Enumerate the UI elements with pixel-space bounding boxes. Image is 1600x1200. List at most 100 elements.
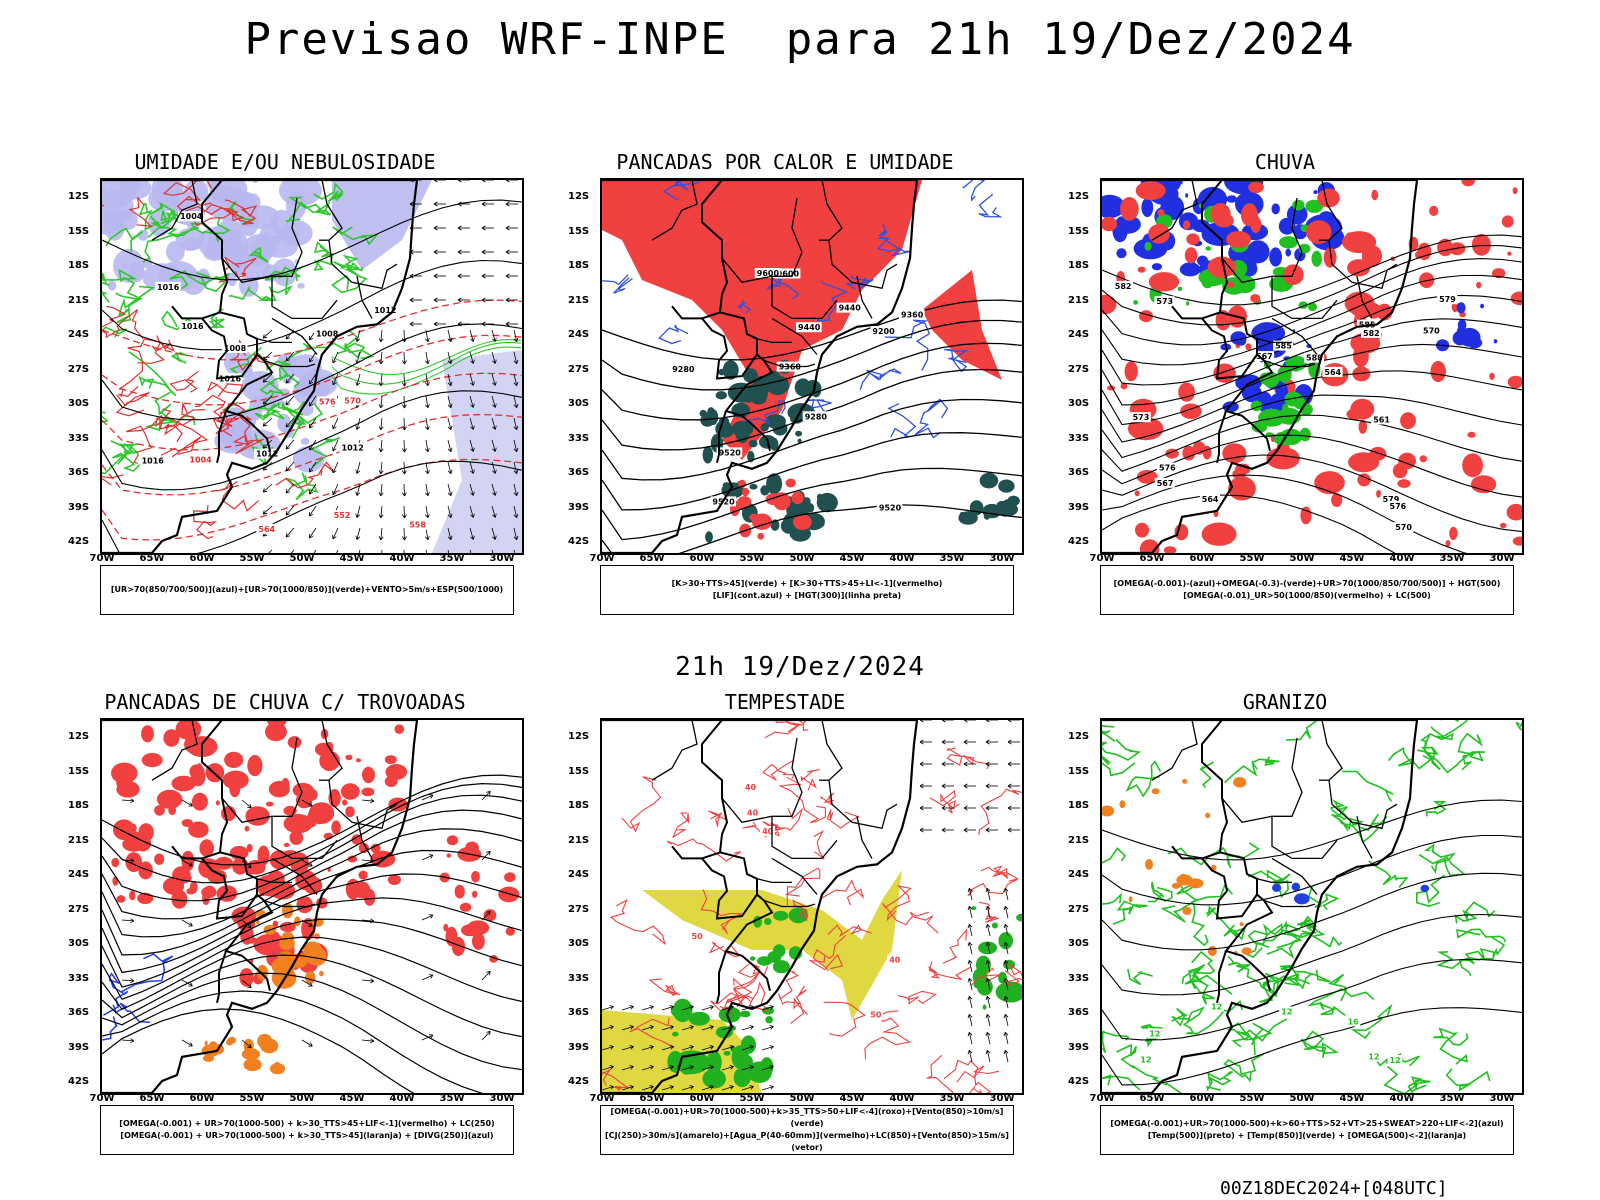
omega-fill-green (1292, 199, 1305, 211)
streamline-arrow (370, 858, 375, 864)
streamline-arrow (428, 914, 434, 919)
streamline-arrow (188, 1042, 193, 1047)
storm-shower-fill-red (289, 830, 304, 845)
wind-arrow (505, 297, 510, 303)
wind850-fill-green (978, 941, 998, 955)
temp850-contour-green (1422, 746, 1485, 774)
rain-fill-red (1445, 540, 1451, 547)
temp850-contour-green (1102, 1030, 1130, 1054)
streamline-arrow (421, 794, 434, 801)
lon-tick-label: 45W (339, 1093, 365, 1104)
wind-arrow (513, 403, 519, 408)
lon-tick-label: 65W (639, 553, 665, 564)
wind-vector (709, 1005, 714, 1010)
panel-legend: [OMEGA(-0.001) + UR>70(1000-500) + k>30_… (100, 1105, 514, 1155)
wind-arrow (433, 321, 438, 327)
wind-vector (967, 906, 973, 911)
storm-shower-fill-orange (257, 1033, 273, 1049)
streamline-arrow (481, 791, 491, 801)
lat-tick-label: 15S (1068, 225, 1090, 237)
lat-tick-label: 18S (1068, 800, 1090, 811)
rain-fill-red (1510, 291, 1522, 306)
state-border (821, 180, 898, 290)
wind850-fill-green (723, 1050, 731, 1056)
storm-shower-fill-red (472, 890, 478, 898)
lon-tick-label: 40W (389, 1093, 415, 1104)
wind-arrow (470, 535, 475, 540)
green-humidity-contour (102, 281, 110, 303)
precip-water-contour-red (808, 953, 844, 971)
run-info: 00Z18DEC2024+[048UTC] (1220, 1178, 1448, 1199)
pressure-contour-black (102, 323, 522, 421)
lifted-index-contour (658, 324, 689, 345)
wind-arrow (380, 329, 383, 342)
contour-label-bg (796, 322, 822, 333)
wind-vector (689, 1065, 694, 1070)
contour-label-bg (221, 343, 248, 353)
contour-label-bg (1154, 477, 1175, 488)
heat-shower-fill-green (969, 500, 984, 516)
precip-water-contour-red (813, 829, 825, 860)
contour-label-bg (1279, 1006, 1294, 1017)
wind850-fill-green (971, 906, 977, 911)
temp850-contour-green (1342, 770, 1394, 802)
lat-tick-label: 21S (568, 294, 590, 306)
precip-water-contour-red (820, 792, 835, 806)
thickness-contour-red (102, 413, 522, 496)
contour-label-bg (670, 364, 696, 374)
contour-label-bg (339, 442, 366, 453)
contour-label-bg (802, 411, 829, 422)
lat-tick-label: 12S (1068, 191, 1090, 202)
lifted-index-contour (613, 277, 633, 294)
wind-arrow (433, 225, 438, 231)
temp850-contour-green (1223, 1053, 1265, 1083)
panel-legend: [OMEGA(-0.001)+UR>70(1000-500)+k>60+TTS>… (1100, 1105, 1514, 1155)
wind-arrow (447, 417, 452, 430)
wind-arrow (505, 321, 510, 327)
wind-arrow (447, 513, 453, 518)
contour-label: 1004 (189, 455, 212, 464)
wind-arrow (262, 483, 273, 493)
streamline-arrow (247, 863, 252, 869)
streamline-arrow (121, 979, 135, 982)
lat-tick-label: 39S (1068, 501, 1090, 513)
wind-vector (609, 1065, 614, 1070)
lat-tick-label: 30S (568, 398, 590, 409)
wind-vector (1007, 805, 1012, 811)
rain-fill-red (1361, 245, 1382, 268)
humidity-fill-blue (133, 180, 142, 191)
lat-tick-label: 33S (568, 972, 590, 984)
heat-shower-fill-red (602, 180, 922, 460)
hail-fill-blue (1420, 884, 1430, 893)
divergence-contour-blue (102, 1016, 118, 1041)
wind-arrow (268, 549, 273, 553)
thickness-contour-red (102, 299, 522, 361)
omega-fill-blue (1271, 203, 1280, 215)
state-border (356, 276, 373, 319)
contour-label-bg (1157, 462, 1178, 473)
state-border (356, 816, 373, 859)
wind-arrow (285, 401, 291, 406)
rain-fill-red (1437, 238, 1454, 257)
temp850-contour-green (1279, 964, 1331, 990)
streamline-250 (102, 1008, 415, 1093)
contour-label: 9600 (757, 269, 780, 278)
streamline-arrow (361, 799, 374, 802)
wind-vector (941, 805, 946, 811)
rain-fill-red (1507, 251, 1512, 256)
state-border (651, 720, 698, 781)
wind-vector (749, 1065, 754, 1070)
contour-label: 573 (1133, 413, 1150, 422)
wind-arrow (433, 249, 438, 255)
storm-shower-fill-red (317, 746, 326, 752)
contour-label: 1008 (224, 344, 247, 353)
rain-fill-red (1183, 220, 1191, 230)
wind-arrow (470, 491, 475, 496)
wind-arrow (309, 445, 314, 451)
contour-label: 1012 (342, 444, 364, 453)
lon-tick-label: 60W (1189, 553, 1215, 564)
contour-label-bg (1138, 1054, 1154, 1065)
wind850-fill-green (693, 1014, 707, 1023)
wind-arrow (433, 180, 438, 183)
precip-water-contour-red (943, 1059, 979, 1083)
